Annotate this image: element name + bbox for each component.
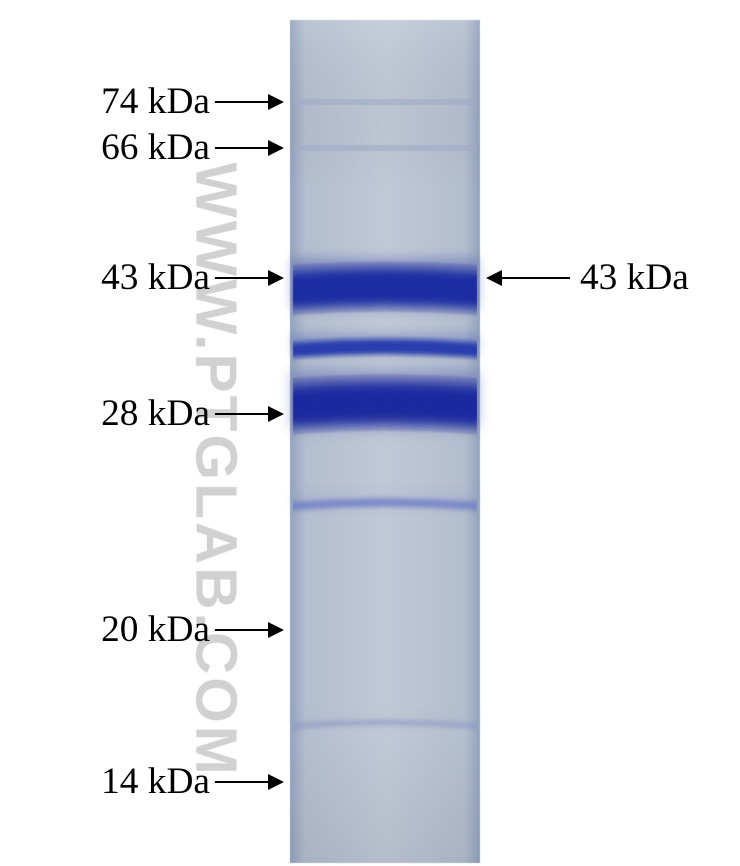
left-marker-label: 74 kDa xyxy=(101,83,210,120)
left-marker-label: 20 kDa xyxy=(101,611,210,648)
left-marker-arrow xyxy=(215,781,268,783)
left-marker-arrow-head xyxy=(268,94,284,110)
left-marker-arrow-head xyxy=(268,406,284,422)
left-marker-arrow-head xyxy=(268,140,284,156)
left-marker-arrow xyxy=(215,147,268,149)
left-marker-arrow xyxy=(215,629,268,631)
left-marker-arrow-head xyxy=(268,270,284,286)
left-marker-arrow xyxy=(215,101,268,103)
left-marker-arrow xyxy=(215,277,268,279)
left-marker-arrow-head xyxy=(268,774,284,790)
right-callout-arrow-head xyxy=(486,270,502,286)
left-marker-label: 66 kDa xyxy=(101,129,210,166)
left-marker-label: 14 kDa xyxy=(101,763,210,800)
left-marker-arrow xyxy=(215,413,268,415)
left-marker-label: 43 kDa xyxy=(101,259,210,296)
right-callout-arrow xyxy=(502,277,570,279)
left-marker-label: 28 kDa xyxy=(101,395,210,432)
right-callout-label: 43 kDa xyxy=(580,259,689,296)
left-marker-arrow-head xyxy=(268,622,284,638)
